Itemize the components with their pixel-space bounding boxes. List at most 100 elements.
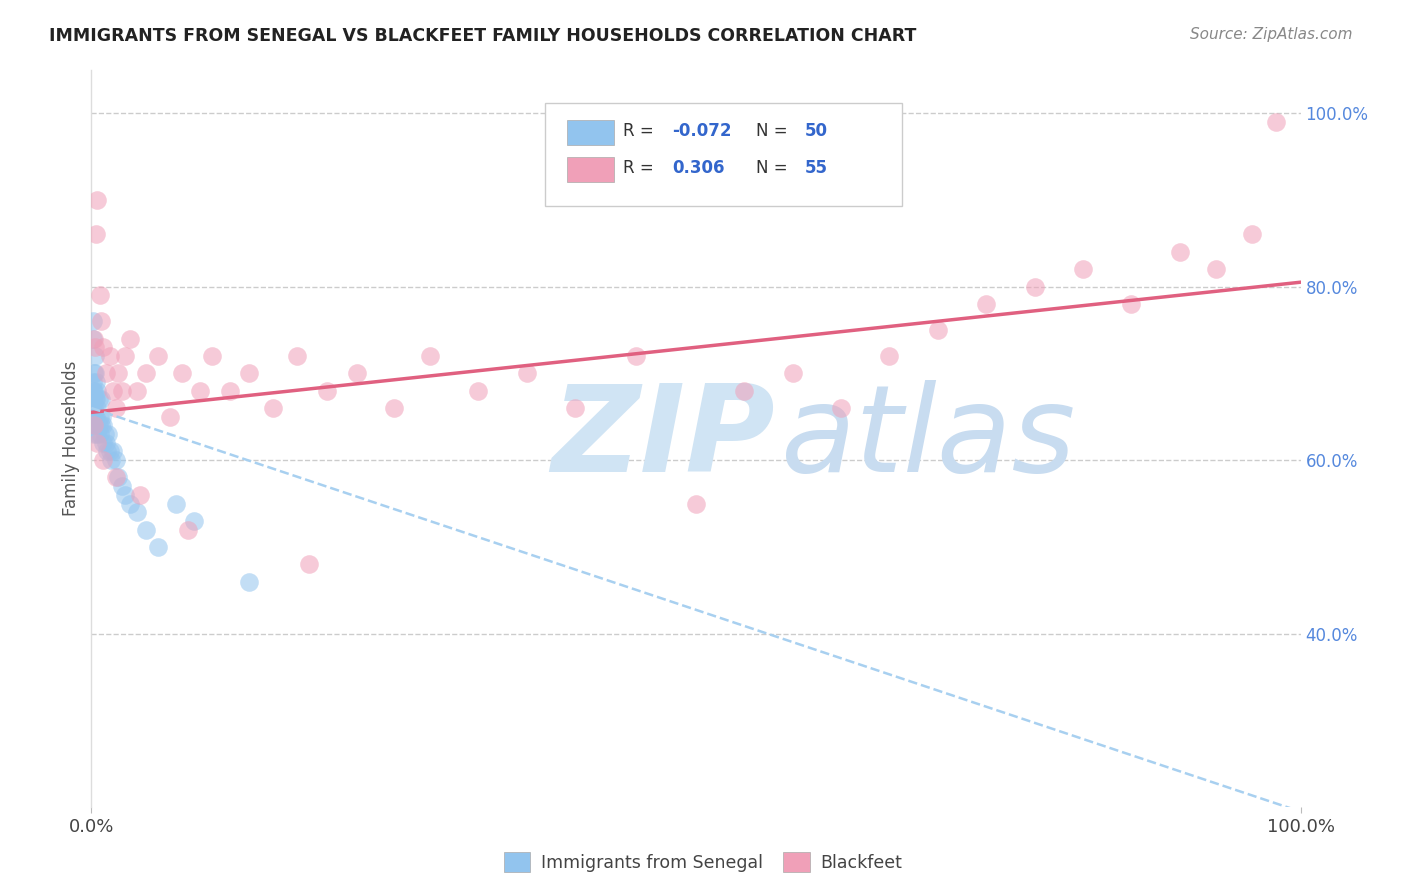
Point: [104, 453, 127, 467]
Point: [82, 375, 104, 389]
Point: [84, 409, 107, 424]
Point: [101, 384, 124, 398]
Point: [82, 332, 104, 346]
Point: [87, 392, 110, 407]
Point: [127, 384, 149, 398]
Point: [262, 401, 284, 415]
Text: N =: N =: [756, 122, 793, 140]
Point: [84, 375, 107, 389]
Point: [188, 384, 211, 398]
Point: [83, 418, 105, 433]
Text: IMMIGRANTS FROM SENEGAL VS BLACKFEET FAMILY HOUSEHOLDS CORRELATION CHART: IMMIGRANTS FROM SENEGAL VS BLACKFEET FAM…: [49, 27, 917, 45]
Point: [82, 409, 104, 424]
Point: [94, 435, 117, 450]
Point: [86, 193, 108, 207]
Point: [120, 496, 142, 510]
Point: [219, 384, 242, 398]
Text: ZIP: ZIP: [551, 380, 775, 497]
Point: [382, 401, 405, 415]
Point: [84, 367, 107, 381]
Point: [90, 314, 112, 328]
FancyBboxPatch shape: [567, 157, 614, 182]
Point: [111, 479, 132, 493]
Text: R =: R =: [623, 122, 659, 140]
Point: [1265, 114, 1288, 128]
Point: [624, 349, 647, 363]
Point: [97, 427, 120, 442]
Point: [685, 496, 707, 510]
Point: [127, 505, 149, 519]
Text: 50: 50: [804, 122, 828, 140]
Point: [120, 332, 142, 346]
FancyBboxPatch shape: [544, 103, 901, 206]
Point: [84, 227, 107, 242]
Point: [135, 367, 157, 381]
Point: [107, 470, 129, 484]
Point: [733, 384, 755, 398]
Point: [83, 427, 105, 442]
Point: [89, 427, 111, 442]
Point: [87, 418, 110, 433]
Point: [114, 349, 136, 363]
Point: [80, 401, 103, 415]
Point: [86, 427, 108, 442]
Point: [89, 288, 111, 302]
Point: [927, 323, 949, 337]
Point: [96, 444, 118, 458]
Point: [86, 384, 108, 398]
Point: [93, 427, 115, 442]
Point: [104, 470, 127, 484]
Point: [128, 488, 150, 502]
Point: [346, 367, 368, 381]
Point: [84, 409, 107, 424]
Point: [165, 496, 187, 510]
Point: [101, 444, 124, 458]
Point: [1121, 297, 1143, 311]
Point: [1071, 262, 1094, 277]
Point: [84, 392, 107, 407]
Point: [84, 340, 107, 354]
Point: [89, 409, 111, 424]
Point: [93, 418, 115, 433]
Point: [83, 332, 105, 346]
Point: [564, 401, 586, 415]
Text: N =: N =: [756, 159, 793, 177]
Point: [86, 401, 108, 415]
Y-axis label: Family Households: Family Households: [62, 360, 80, 516]
Text: 55: 55: [804, 159, 828, 177]
Point: [98, 349, 121, 363]
Text: R =: R =: [623, 159, 659, 177]
Point: [82, 314, 104, 328]
Point: [84, 392, 107, 407]
Point: [830, 401, 852, 415]
Text: -0.072: -0.072: [672, 122, 731, 140]
Point: [82, 392, 104, 407]
Point: [114, 488, 136, 502]
FancyBboxPatch shape: [567, 120, 614, 145]
Point: [93, 435, 115, 450]
Point: [172, 367, 194, 381]
Point: [84, 349, 107, 363]
Point: [100, 453, 122, 467]
Point: [1241, 227, 1264, 242]
Point: [82, 384, 104, 398]
Point: [238, 367, 260, 381]
Point: [107, 367, 129, 381]
Point: [974, 297, 997, 311]
Point: [201, 349, 224, 363]
Point: [83, 367, 105, 381]
Text: atlas: atlas: [780, 380, 1076, 497]
Legend: Immigrants from Senegal, Blackfeet: Immigrants from Senegal, Blackfeet: [498, 845, 908, 879]
Point: [183, 514, 205, 528]
Point: [159, 409, 181, 424]
Point: [238, 574, 260, 589]
Point: [298, 558, 321, 572]
Point: [419, 349, 441, 363]
Point: [98, 444, 121, 458]
Point: [467, 384, 489, 398]
Point: [1205, 262, 1227, 277]
Point: [91, 409, 114, 424]
Point: [146, 349, 169, 363]
Point: [82, 409, 104, 424]
Point: [93, 453, 115, 467]
